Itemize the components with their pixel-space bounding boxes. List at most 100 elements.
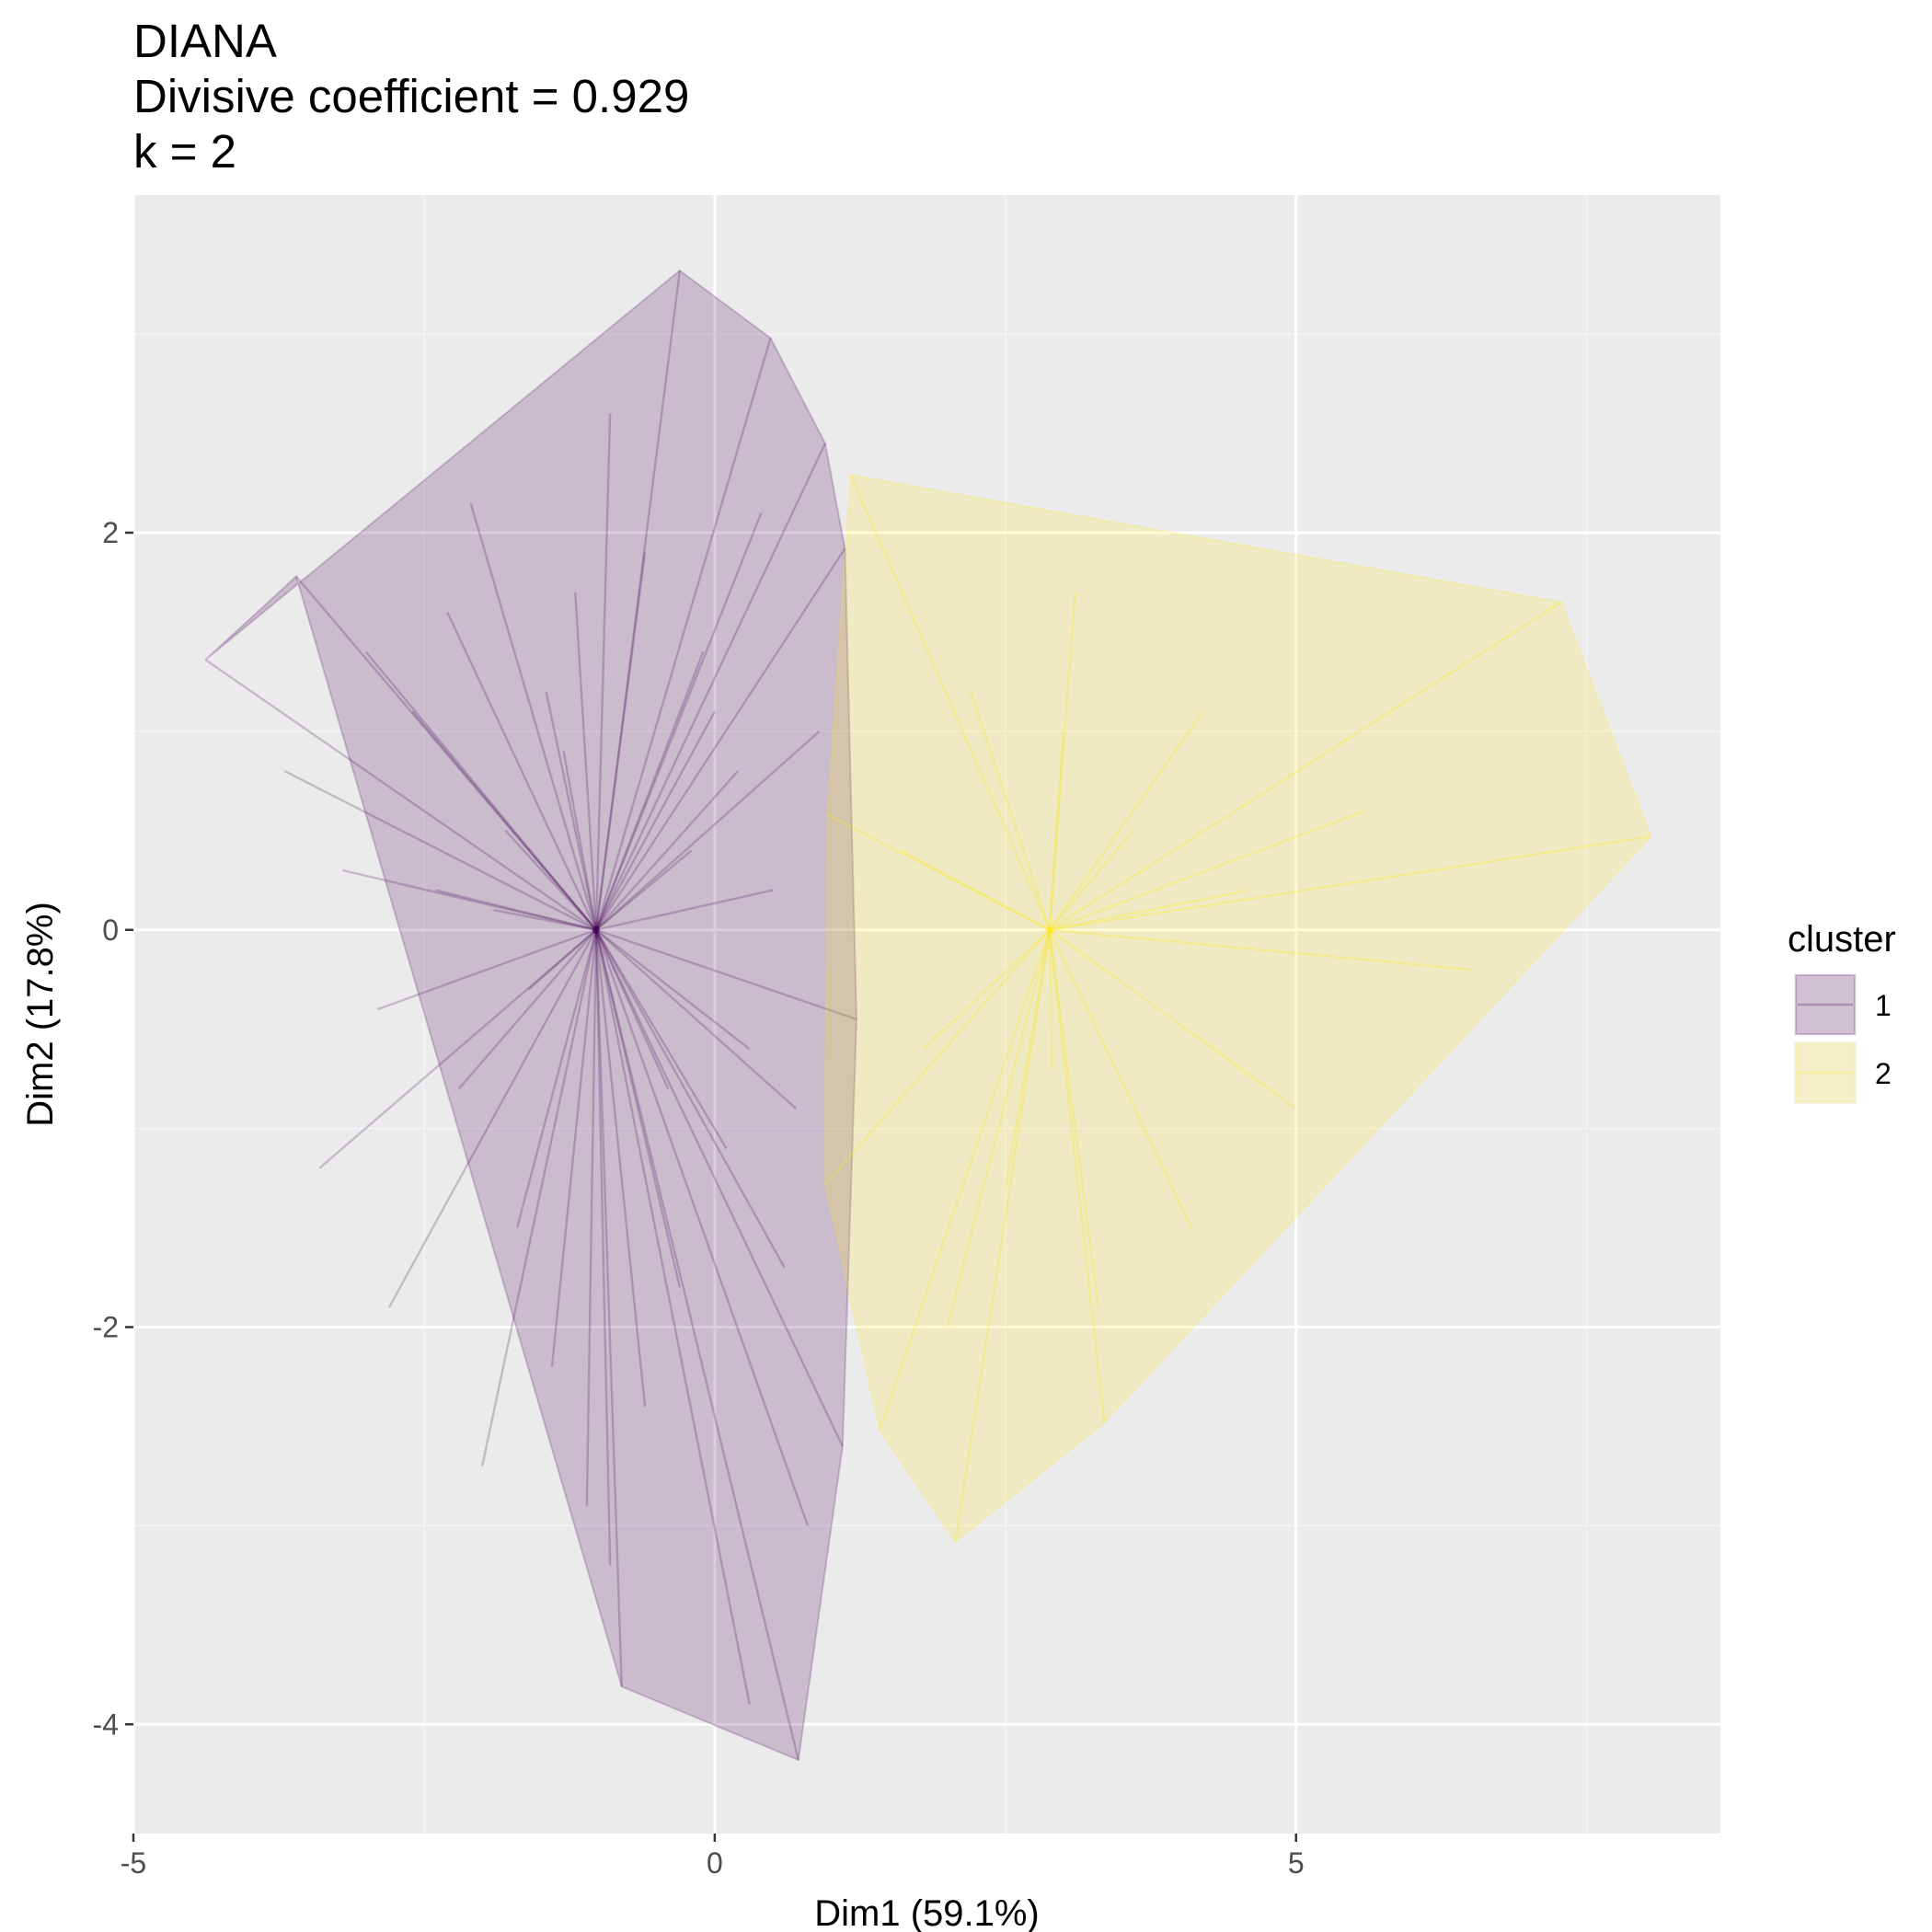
cluster-2-spoke bbox=[1048, 830, 1134, 931]
major-gridlines bbox=[132, 195, 1720, 1834]
cluster-2-spoke bbox=[969, 691, 1051, 931]
cluster-1-spoke bbox=[594, 929, 844, 1447]
cluster-2-spoke bbox=[900, 849, 1051, 931]
legend-label-2: 2 bbox=[1875, 1057, 1892, 1090]
cluster-1-spoke bbox=[283, 769, 597, 931]
title-line-2: Divisive coefficient = 0.929 bbox=[133, 70, 689, 122]
cluster-1-spoke bbox=[595, 889, 774, 931]
cluster-1-spoke bbox=[595, 928, 798, 1110]
legend: cluster 1 2 bbox=[1788, 919, 1896, 1104]
cluster-1-spoke bbox=[574, 592, 598, 930]
cluster-1-spoke bbox=[595, 730, 821, 931]
cluster-2-spoke bbox=[1049, 601, 1562, 931]
cluster-2-spoke bbox=[849, 474, 1051, 931]
cluster-1-spoke bbox=[594, 929, 612, 1566]
x-tick-label: -5 bbox=[121, 1846, 146, 1880]
cluster-1-spoke bbox=[411, 710, 597, 931]
cluster-1-spoke bbox=[469, 502, 598, 931]
cluster-2-spoke bbox=[879, 929, 1051, 1432]
cluster-1-spoke bbox=[594, 651, 705, 931]
cluster-2-spoke bbox=[1048, 592, 1076, 930]
x-axis-label: Dim1 (59.1%) bbox=[814, 1893, 1040, 1932]
chart-title: DIANA Divisive coefficient = 0.929 k = 2 bbox=[133, 15, 689, 178]
cluster-1-spoke bbox=[387, 929, 598, 1308]
cluster-1-spoke bbox=[595, 849, 693, 931]
cluster-1-spoke bbox=[594, 338, 772, 931]
cluster-1-spoke bbox=[295, 575, 597, 931]
legend-key-swatch bbox=[1795, 1042, 1856, 1103]
cluster-layer bbox=[204, 269, 1652, 1762]
cluster-2 bbox=[823, 474, 1652, 1544]
cluster-1-spoke bbox=[594, 929, 800, 1761]
cluster-1-spoke bbox=[527, 928, 597, 991]
cluster-2-spoke bbox=[1048, 929, 1193, 1229]
cluster-1-spoke bbox=[364, 650, 597, 931]
cluster-2-spoke bbox=[1004, 929, 1052, 1189]
cluster-1-spoke bbox=[594, 929, 670, 1089]
cluster-2-spoke bbox=[1049, 810, 1366, 931]
legend-key-bg bbox=[1794, 1041, 1857, 1104]
cluster-1-spoke bbox=[594, 929, 751, 1705]
cluster-1-spoke bbox=[594, 443, 827, 931]
cluster-2-spoke bbox=[1048, 929, 1106, 1423]
cluster-1-spoke bbox=[446, 611, 598, 931]
cluster-1-hull bbox=[204, 269, 858, 1762]
legend-label-1: 1 bbox=[1875, 989, 1892, 1022]
cluster-1-spoke bbox=[550, 929, 598, 1367]
cluster-1-spoke bbox=[480, 929, 598, 1466]
cluster-1-spoke bbox=[595, 770, 740, 931]
cluster-1-spoke bbox=[515, 929, 598, 1228]
legend-key-2 bbox=[1794, 1041, 1857, 1104]
cluster-1-spoke bbox=[585, 929, 598, 1506]
cluster-2-spoke bbox=[1048, 710, 1204, 931]
y-axis: -4 -2 0 2 bbox=[93, 516, 133, 1741]
cluster-1-spoke bbox=[562, 751, 598, 930]
cluster-1-spoke bbox=[318, 928, 597, 1169]
title-line-1: DIANA bbox=[133, 15, 277, 67]
cluster-2-spoke bbox=[954, 929, 1052, 1542]
cluster-2-hull bbox=[823, 474, 1652, 1544]
cluster-1-spoke bbox=[457, 928, 597, 1090]
cluster-1-spoke bbox=[595, 928, 751, 1051]
cluster-1-spoke bbox=[342, 868, 597, 931]
cluster-1-spoke bbox=[595, 928, 857, 1021]
cluster-2-spoke bbox=[1049, 889, 1250, 931]
cluster-1-spoke bbox=[435, 889, 597, 931]
legend-key-swatch bbox=[1795, 974, 1856, 1035]
cluster-2-spoke bbox=[1048, 929, 1053, 1069]
cluster-1-spoke bbox=[594, 552, 647, 930]
cluster-1-spoke bbox=[545, 691, 598, 930]
cluster-1-spoke bbox=[204, 659, 597, 931]
legend-key-bg bbox=[1794, 973, 1857, 1036]
cluster-2-spoke bbox=[1048, 730, 1065, 930]
cluster-1-spoke bbox=[376, 928, 597, 1011]
y-tick-label: 0 bbox=[102, 914, 119, 947]
cluster-1-spoke bbox=[594, 512, 763, 931]
cluster-2-spoke bbox=[1049, 928, 1297, 1110]
cluster-1 bbox=[204, 269, 858, 1762]
cluster-1-spoke bbox=[504, 830, 597, 931]
cluster-2-center bbox=[1045, 926, 1053, 934]
cluster-1-spoke bbox=[493, 908, 597, 931]
cluster-2-spoke bbox=[1049, 928, 1471, 972]
legend-title: cluster bbox=[1788, 919, 1896, 960]
y-tick-label: 2 bbox=[102, 516, 119, 549]
plot-panel bbox=[133, 195, 1720, 1834]
x-axis: -5 0 5 bbox=[121, 1834, 1305, 1880]
cluster-1-spoke bbox=[594, 929, 623, 1687]
cluster-1-spoke bbox=[594, 413, 612, 930]
cluster-2-spoke bbox=[923, 928, 1051, 1051]
y-tick-label: -4 bbox=[93, 1708, 119, 1741]
x-tick-label: 0 bbox=[707, 1846, 723, 1880]
cluster-1-spoke bbox=[594, 929, 682, 1288]
legend-key-1 bbox=[1794, 973, 1857, 1036]
cluster-1-spoke bbox=[594, 929, 647, 1407]
cluster-2-spoke bbox=[1049, 835, 1651, 931]
cluster-1-spoke bbox=[594, 547, 846, 931]
y-tick-label: -2 bbox=[93, 1311, 119, 1344]
minor-gridlines bbox=[133, 195, 1720, 1834]
cluster-2-spoke bbox=[826, 813, 1051, 931]
cluster-2-spoke bbox=[1048, 929, 1100, 1308]
cluster-2-spoke bbox=[824, 928, 1051, 1185]
